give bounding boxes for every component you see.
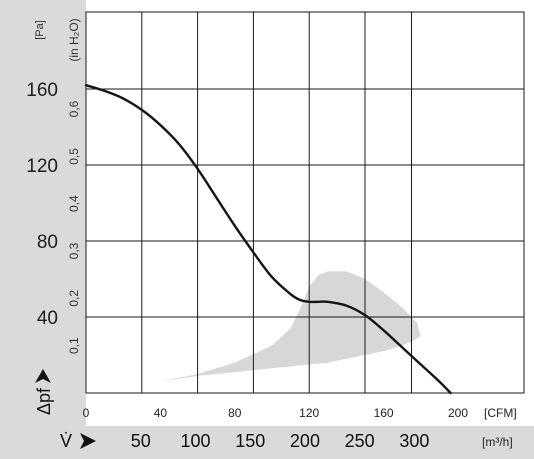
secondary-x-axis-unit-label: [m³/h] bbox=[482, 435, 513, 449]
x-tick-label-80: 80 bbox=[228, 406, 242, 420]
y-axis-symbol-text: Δpf bbox=[34, 387, 54, 415]
secondary-y-tick-label-4: 0,4 bbox=[67, 195, 81, 212]
x-axis-symbol-text: V̇ bbox=[60, 431, 72, 451]
secondary-x-tick-label-150: 150 bbox=[235, 431, 265, 451]
secondary-y-axis-label: (in H₂O) bbox=[67, 18, 81, 61]
plot-frame bbox=[85, 11, 525, 394]
x-tick-label-160: 160 bbox=[374, 406, 394, 420]
x-tick-label-40: 40 bbox=[154, 406, 168, 420]
secondary-x-tick-label-50: 50 bbox=[131, 431, 151, 451]
x-tick-label-200: 200 bbox=[448, 406, 468, 420]
secondary-y-tick-label-2: 0,2 bbox=[67, 290, 81, 307]
secondary-x-tick-label-250: 250 bbox=[345, 431, 375, 451]
x-axis-arrow-icon bbox=[80, 433, 96, 449]
y-tick-label-40: 40 bbox=[37, 308, 58, 329]
y-axis-symbol: Δpf bbox=[34, 369, 54, 415]
secondary-x-tick-label-100: 100 bbox=[180, 431, 210, 451]
bottom-axis-band bbox=[0, 426, 534, 459]
y-tick-label-160: 160 bbox=[26, 80, 58, 101]
secondary-y-tick-label-3: 0,3 bbox=[67, 242, 81, 259]
pressure-curve-line bbox=[84, 84, 452, 395]
secondary-y-tick-label-1: 0,1 bbox=[67, 337, 81, 354]
y-tick-label-80: 80 bbox=[37, 232, 58, 253]
shaded-operating-region bbox=[86, 271, 421, 393]
secondary-y-tick-label-5: 0,5 bbox=[67, 148, 81, 165]
x-tick-label-120: 120 bbox=[299, 406, 319, 420]
y-axis-arrow-icon bbox=[35, 369, 51, 383]
x-tick-label-0: 0 bbox=[83, 406, 90, 420]
y-axis-unit-label: [Pa] bbox=[34, 20, 46, 40]
secondary-x-tick-label-200: 200 bbox=[290, 431, 320, 451]
y-tick-label-120: 120 bbox=[26, 156, 58, 177]
secondary-x-tick-label-300: 300 bbox=[399, 431, 429, 451]
left-axis-band bbox=[0, 0, 86, 459]
x-axis-unit-label: [CFM] bbox=[484, 406, 517, 420]
secondary-y-tick-label-6: 0,6 bbox=[67, 100, 81, 117]
